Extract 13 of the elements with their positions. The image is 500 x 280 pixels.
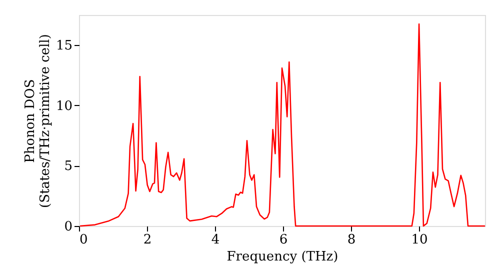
x-tick-label: 4 bbox=[211, 232, 220, 248]
x-tick-label: 2 bbox=[143, 232, 152, 248]
line-series bbox=[79, 23, 486, 227]
y-axis-title: Phonon DOS (States/THz·primitive cell) bbox=[22, 34, 53, 208]
x-tick-label: 10 bbox=[411, 232, 428, 248]
y-tick-label: 5 bbox=[64, 159, 72, 174]
x-tick-label: 8 bbox=[347, 232, 356, 248]
x-tick-label: 6 bbox=[279, 232, 288, 248]
x-axis-title: Frequency (THz) bbox=[226, 250, 338, 264]
y-tick-label: 15 bbox=[56, 38, 72, 54]
y-tick-label: 0 bbox=[64, 220, 72, 234]
x-tick-label: 0 bbox=[80, 232, 88, 248]
y-tick-label: 10 bbox=[56, 98, 72, 114]
